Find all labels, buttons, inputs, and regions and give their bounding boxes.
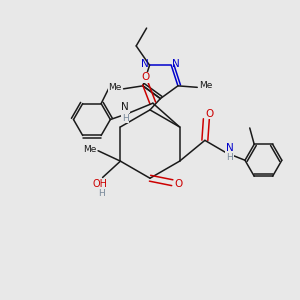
- Text: O: O: [175, 179, 183, 189]
- Text: O: O: [141, 72, 149, 82]
- Text: N: N: [172, 59, 180, 69]
- Text: N: N: [121, 102, 129, 112]
- Text: O: O: [206, 109, 214, 118]
- Text: Me: Me: [109, 83, 122, 92]
- Text: Me: Me: [83, 145, 97, 154]
- Text: OH: OH: [92, 179, 107, 189]
- Text: Me: Me: [199, 81, 212, 90]
- Text: H: H: [122, 113, 129, 122]
- Text: H: H: [98, 189, 104, 198]
- Text: N: N: [226, 143, 234, 153]
- Text: N: N: [141, 59, 149, 69]
- Text: H: H: [226, 153, 233, 162]
